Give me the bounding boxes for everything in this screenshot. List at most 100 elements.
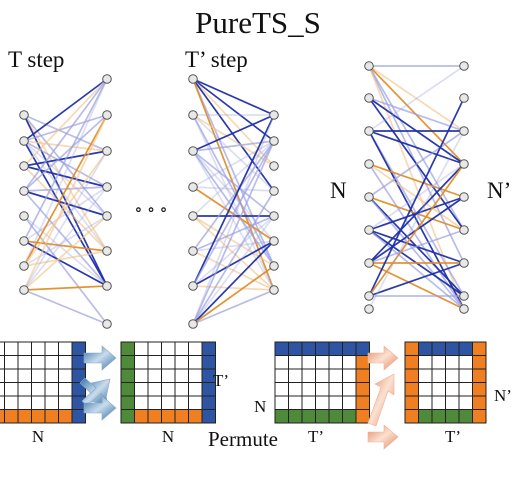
input-node xyxy=(364,126,374,136)
matrix-cell xyxy=(31,355,46,370)
matrix-cell xyxy=(458,382,473,397)
output-node xyxy=(269,186,279,196)
matrix-grid-1 xyxy=(0,341,86,424)
matrix-cell xyxy=(147,395,162,410)
matrix-cell xyxy=(431,382,446,397)
matrix-cell xyxy=(342,409,357,424)
input-node xyxy=(364,258,374,268)
connection-line xyxy=(23,140,108,188)
matrix-cell xyxy=(418,341,433,356)
matrix-cell xyxy=(355,409,370,424)
connection-line xyxy=(23,240,108,252)
connection-line xyxy=(192,114,275,267)
matrix-cell xyxy=(134,409,149,424)
connection-line xyxy=(23,190,108,287)
matrix-cell xyxy=(174,382,189,397)
connection-line xyxy=(23,186,108,242)
matrix-cell xyxy=(4,341,19,356)
matrix-cell xyxy=(355,368,370,383)
connection-line xyxy=(192,114,275,192)
output-node xyxy=(102,246,112,256)
matrix-grid-4 xyxy=(404,341,487,424)
input-node xyxy=(19,285,29,295)
connection-lines xyxy=(23,78,108,325)
matrix-cell xyxy=(274,368,289,383)
matrix-cell xyxy=(328,341,343,356)
matrix-cell xyxy=(288,341,303,356)
connection-line xyxy=(23,215,108,291)
matrix-cell xyxy=(4,382,19,397)
output-node xyxy=(269,211,279,221)
matrix-cell xyxy=(355,341,370,356)
connection-line xyxy=(368,130,465,310)
matrix-grid-3 xyxy=(274,341,370,424)
matrix-cell xyxy=(174,341,189,356)
matrix-cell xyxy=(31,341,46,356)
input-node xyxy=(364,159,374,169)
input-node xyxy=(188,211,198,221)
t-prime-step-label: T’ step xyxy=(185,47,248,72)
output-node xyxy=(459,159,469,169)
matrix-cell xyxy=(355,382,370,397)
matrix-cell xyxy=(58,382,73,397)
connection-line xyxy=(368,65,465,132)
connection-line xyxy=(192,140,275,188)
matrix-cell xyxy=(288,355,303,370)
output-node xyxy=(269,261,279,271)
output-node xyxy=(102,74,112,84)
matrix-cell xyxy=(472,409,487,424)
matrix-cell xyxy=(404,382,419,397)
matrix-cell xyxy=(355,355,370,370)
matrix-cell xyxy=(458,355,473,370)
matrix-cell xyxy=(0,368,5,383)
matrix-cell xyxy=(301,409,316,424)
output-node xyxy=(269,110,279,120)
matrix-cell xyxy=(458,341,473,356)
matrix-cell xyxy=(31,368,46,383)
output-node xyxy=(269,285,279,295)
grid2-n-label: N xyxy=(162,427,174,446)
matrix-cell xyxy=(71,409,86,424)
matrix-cell xyxy=(472,355,487,370)
connection-line xyxy=(192,186,275,192)
matrix-cell xyxy=(174,409,189,424)
input-node xyxy=(19,261,29,271)
grid3-t-prime-label: T’ xyxy=(308,427,324,446)
connection-line xyxy=(23,140,108,287)
connection-line xyxy=(368,130,465,198)
connection-line xyxy=(23,114,108,267)
ellipsis-dots: ∘ ∘ ∘ xyxy=(134,200,168,219)
t-step-label: T step xyxy=(8,47,64,72)
matrix-cell xyxy=(301,395,316,410)
matrix-cell xyxy=(445,382,460,397)
connection-line xyxy=(23,140,108,152)
matrix-cell xyxy=(0,341,5,356)
matrix-cell xyxy=(17,368,32,383)
matrix-cell xyxy=(31,409,46,424)
matrix-cell xyxy=(355,395,370,410)
matrix-cell xyxy=(201,341,216,356)
connection-line xyxy=(368,97,465,297)
matrix-cell xyxy=(418,395,433,410)
output-node xyxy=(269,136,279,146)
connection-line xyxy=(192,140,275,217)
matrix-cell xyxy=(342,355,357,370)
matrix-cell xyxy=(120,395,135,410)
matrix-cell xyxy=(188,355,203,370)
matrix-cell xyxy=(58,341,73,356)
matrix-cell xyxy=(301,368,316,383)
connection-line xyxy=(192,150,275,291)
matrix-cell xyxy=(274,395,289,410)
connection-line xyxy=(368,65,465,132)
connection-line xyxy=(192,150,275,217)
matrix-cell xyxy=(71,341,86,356)
grid2-t-prime-label: T’ xyxy=(213,371,229,390)
network-n-to-n-prime xyxy=(364,61,469,314)
matrix-cell xyxy=(17,355,32,370)
input-node xyxy=(19,110,29,120)
matrix-cell xyxy=(147,355,162,370)
output-node xyxy=(459,93,469,103)
connection-line xyxy=(192,78,275,167)
matrix-cell xyxy=(161,341,176,356)
matrix-cell xyxy=(418,368,433,383)
